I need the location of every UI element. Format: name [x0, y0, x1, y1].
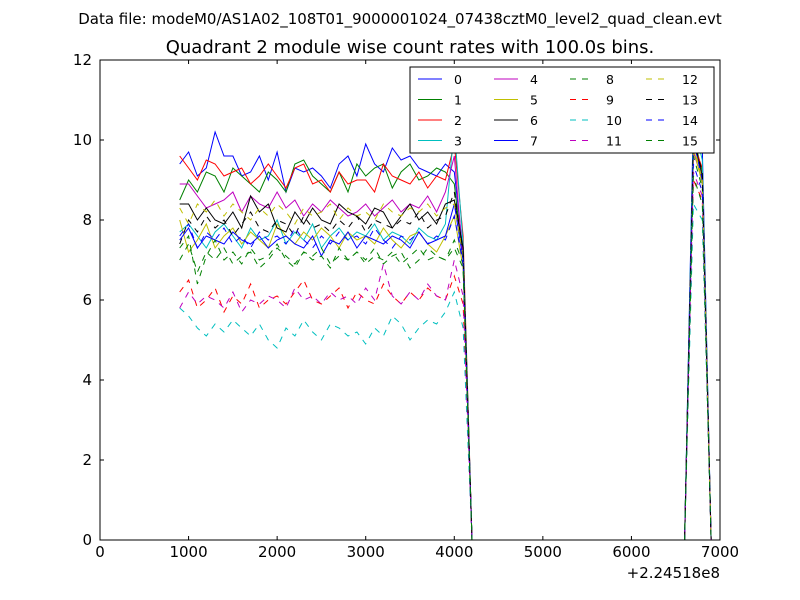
legend-label: 2: [454, 113, 462, 128]
legend-label: 15: [682, 134, 698, 149]
x-tick-label: 2000: [258, 543, 296, 561]
x-offset-label: +2.24518e8: [627, 564, 720, 582]
x-tick-label: 4000: [435, 543, 473, 561]
legend-label: 7: [530, 134, 538, 149]
x-tick-label: 3000: [347, 543, 385, 561]
legend-label: 5: [530, 93, 538, 108]
series-line-0: [179, 115, 712, 540]
legend-label: 4: [530, 72, 538, 87]
series-line-13: [179, 139, 712, 540]
legend-label: 6: [530, 113, 538, 128]
series-line-1: [179, 135, 712, 540]
legend-label: 12: [682, 72, 698, 87]
legend-label: 13: [682, 93, 698, 108]
chart-title: Quadrant 2 module wise count rates with …: [166, 37, 655, 58]
series-line-3: [179, 123, 712, 540]
y-tick-label: 12: [73, 51, 92, 69]
legend-label: 14: [682, 113, 698, 128]
legend-label: 1: [454, 93, 462, 108]
legend-label: 10: [606, 113, 622, 128]
y-tick-label: 10: [73, 131, 92, 149]
series-line-6: [179, 139, 712, 540]
figure-suptitle: Data file: modeM0/AS1A02_108T01_90000010…: [78, 10, 722, 29]
series-line-9: [179, 179, 712, 540]
series-line-4: [179, 151, 712, 540]
series-line-7: [179, 139, 712, 540]
series-line-8: [179, 155, 712, 540]
y-tick-label: 2: [82, 451, 92, 469]
series-line-10: [179, 202, 712, 540]
x-tick-label: 1000: [169, 543, 207, 561]
x-tick-label: 0: [95, 543, 105, 561]
x-tick-label: 6000: [612, 543, 650, 561]
y-tick-label: 4: [82, 371, 92, 389]
legend-label: 3: [454, 134, 462, 149]
legend-label: 0: [454, 72, 462, 87]
x-tick-label: 5000: [524, 543, 562, 561]
legend-label: 11: [606, 134, 622, 149]
y-tick-label: 0: [82, 531, 92, 549]
x-tick-label: 7000: [701, 543, 739, 561]
series-line-5: [179, 147, 712, 540]
y-tick-label: 6: [82, 291, 92, 309]
series-line-15: [179, 175, 712, 540]
legend-box: [409, 66, 715, 154]
y-tick-label: 8: [82, 211, 92, 229]
legend-label: 8: [606, 72, 614, 87]
legend-label: 9: [606, 93, 614, 108]
series-line-11: [179, 171, 712, 540]
